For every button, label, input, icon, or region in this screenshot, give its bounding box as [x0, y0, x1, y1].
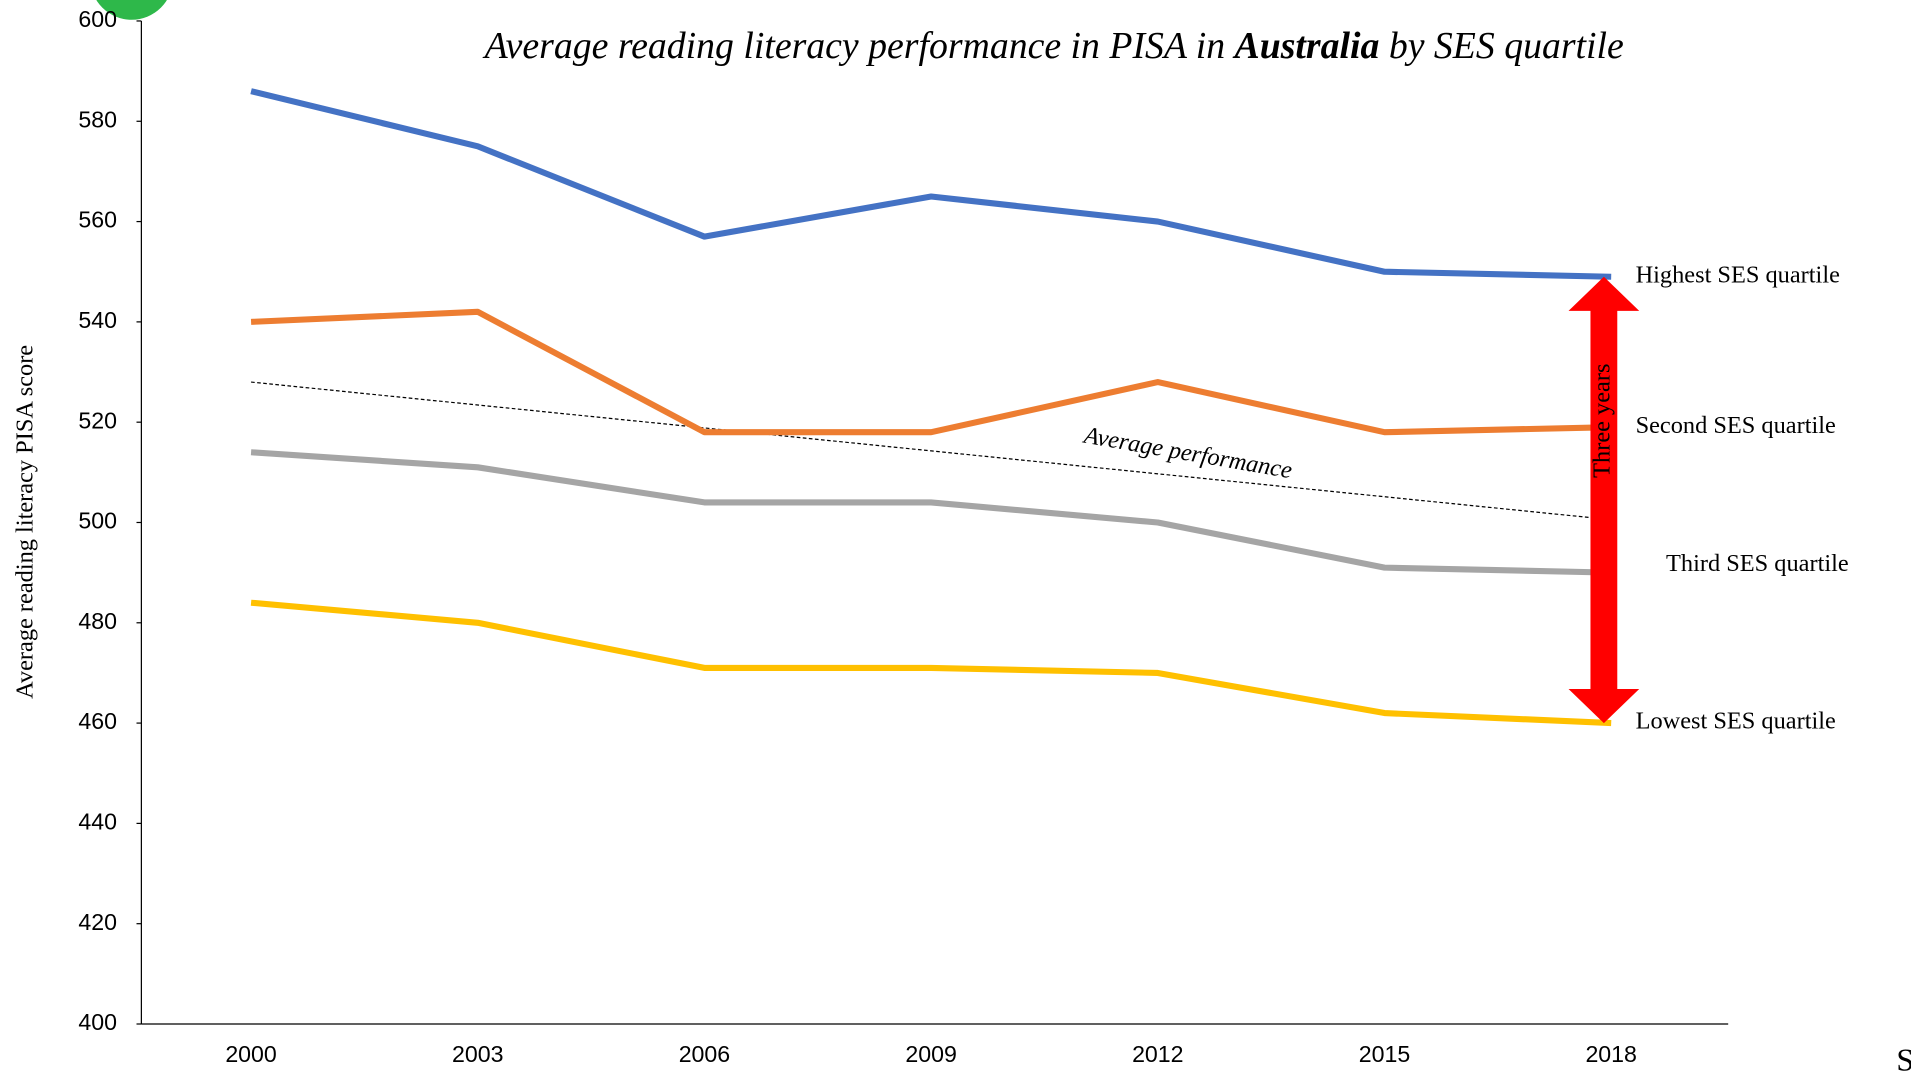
title-part: by SES quartile	[1379, 25, 1623, 67]
y-tick-label: 520	[78, 407, 117, 433]
series-line	[250, 449, 1612, 576]
series-label: Lowest SES quartile	[1636, 708, 1836, 735]
series-line	[250, 599, 1612, 727]
series-line	[250, 308, 1612, 436]
corner-text: S	[1896, 1042, 1911, 1073]
series-label: Third SES quartile	[1666, 550, 1849, 577]
series-label: Second SES quartile	[1636, 412, 1836, 439]
x-tick-label: 2006	[679, 1041, 730, 1067]
y-tick-label: 580	[78, 106, 117, 132]
y-tick-label: 540	[78, 307, 117, 333]
gap-arrow	[1568, 276, 1640, 724]
y-tick-label: 560	[78, 207, 117, 233]
y-tick-label: 440	[78, 809, 117, 835]
y-tick-label: 460	[78, 708, 117, 734]
badge	[96, 0, 167, 20]
series-label: Highest SES quartile	[1636, 261, 1840, 288]
x-tick-label: 2015	[1359, 1041, 1410, 1067]
title-part: Australia	[1233, 25, 1380, 67]
y-tick-label: 400	[78, 1009, 117, 1035]
x-tick-label: 2003	[452, 1041, 503, 1067]
y-tick-label: 600	[78, 6, 117, 32]
title-part: Average reading literacy performance in …	[482, 25, 1235, 67]
x-tick-label: 2012	[1132, 1041, 1183, 1067]
chart-title: Average reading literacy performance in …	[482, 25, 1624, 67]
x-tick-label: 2009	[905, 1041, 956, 1067]
x-tick-label: 2000	[225, 1041, 276, 1067]
y-axis-label: Average reading literacy PISA score	[11, 345, 38, 699]
trend-line	[251, 381, 1590, 519]
trend-label: Average performance	[1080, 422, 1294, 485]
arrow-label: Three years	[1588, 364, 1615, 478]
series-line	[250, 88, 1612, 280]
y-tick-label: 420	[78, 909, 117, 935]
y-tick-label: 480	[78, 608, 117, 634]
x-tick-label: 2018	[1585, 1041, 1636, 1067]
y-tick-label: 500	[78, 508, 117, 534]
